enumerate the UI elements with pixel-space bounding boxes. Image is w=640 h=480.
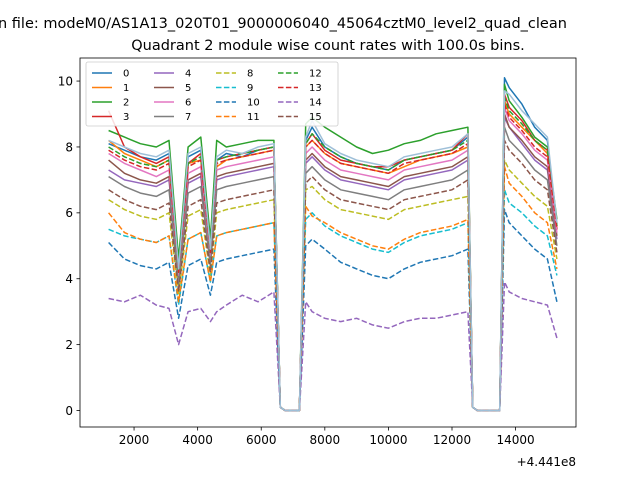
x-tick-label: 12000 <box>433 433 471 447</box>
legend-label-10: 10 <box>247 98 260 109</box>
x-tick-label: 10000 <box>369 433 407 447</box>
legend-label-3: 3 <box>123 112 129 123</box>
series-line-10 <box>108 208 558 412</box>
legend-label-9: 9 <box>247 83 253 94</box>
legend-label-11: 11 <box>247 112 260 123</box>
legend-label-6: 6 <box>185 98 191 109</box>
legend-label-12: 12 <box>309 69 322 80</box>
legend-label-14: 14 <box>309 98 322 109</box>
series-line-extra-16 <box>108 90 558 412</box>
series-layer <box>107 77 558 412</box>
x-tick-label: 4000 <box>182 433 213 447</box>
legend-label-5: 5 <box>185 83 191 94</box>
chart-title: Quadrant 2 module wise count rates with … <box>131 38 525 54</box>
series-line-11 <box>108 165 558 412</box>
legend-label-1: 1 <box>123 83 129 94</box>
legend-label-0: 0 <box>123 69 129 80</box>
legend-label-4: 4 <box>185 69 191 80</box>
x-offset-label: +4.441e8 <box>517 455 576 469</box>
y-tick-label: 8 <box>65 140 73 154</box>
x-tick-label: 2000 <box>119 433 150 447</box>
x-tick-label: 8000 <box>310 433 341 447</box>
legend-label-8: 8 <box>247 69 253 80</box>
x-tick-label: 6000 <box>246 433 277 447</box>
y-tick-label: 10 <box>58 74 73 88</box>
axes-frame <box>79 57 577 428</box>
legend-label-7: 7 <box>185 112 191 123</box>
legend-label-13: 13 <box>309 83 322 94</box>
legend-label-15: 15 <box>309 112 322 123</box>
legend-box <box>85 61 339 127</box>
legend-label-2: 2 <box>123 98 129 109</box>
suptitle: n file: modeM0/AS1A13_020T01_9000006040_… <box>0 16 567 32</box>
axes-layer: 2000 4000 6000 8000 10000 12000 14000 0 2 4 6 8 10 <box>58 74 535 447</box>
y-tick-label: 6 <box>65 206 73 220</box>
x-tick-label: 14000 <box>496 433 534 447</box>
y-tick-label: 4 <box>65 272 73 286</box>
y-tick-label: 2 <box>65 338 73 352</box>
y-tick-label: 0 <box>65 404 73 418</box>
